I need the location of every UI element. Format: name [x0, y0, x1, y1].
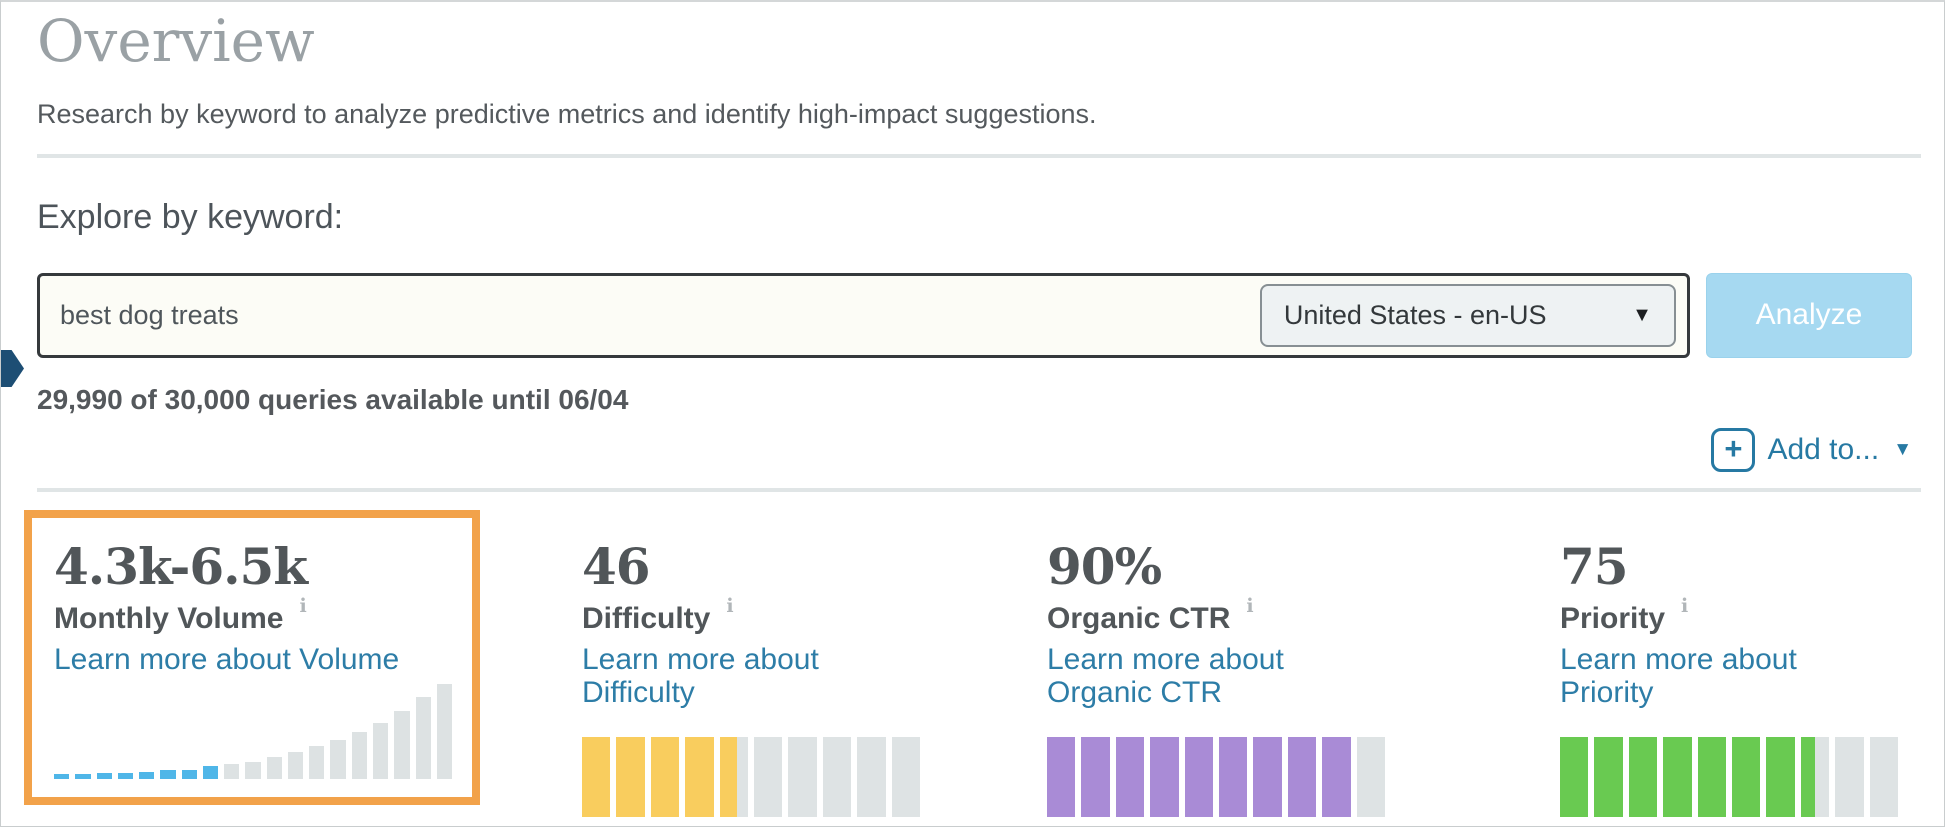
metric-value: 90% [1047, 536, 1162, 596]
info-icon[interactable]: i [299, 594, 307, 617]
metric-label: Organic CTR [1047, 601, 1231, 635]
caret-down-icon: ▼ [1632, 303, 1652, 326]
gauge-segment [1150, 736, 1179, 817]
add-to-button[interactable]: + Add to... ▼ [1711, 427, 1912, 472]
gauge-segment [1047, 736, 1076, 817]
volume-bar [394, 711, 410, 779]
gauge-segment [1835, 736, 1864, 817]
divider [37, 487, 1921, 492]
gauge-segment [1766, 736, 1795, 817]
search-row: United States - en-US ▼ Analyze [37, 272, 1912, 358]
info-icon[interactable]: i [726, 594, 734, 617]
gauge-segment [1253, 736, 1282, 817]
locale-select-value: United States - en-US [1283, 299, 1547, 330]
metric-value: 75 [1560, 536, 1629, 596]
keyword-input[interactable] [40, 299, 1190, 331]
metric-value: 4.3k-6.5k [54, 536, 308, 596]
gauge-segment [1663, 736, 1692, 817]
volume-bar [436, 683, 453, 779]
metrics-row: 4.3k-6.5k Monthly Volume i Learn more ab… [24, 509, 1912, 817]
volume-bar [266, 756, 282, 779]
gauge-segment [1184, 736, 1214, 817]
volume-bar [160, 770, 176, 779]
gauge-segment [1560, 736, 1589, 817]
volume-bar [372, 722, 389, 779]
metric-card-organic-ctr: 90% Organic CTR i Learn more about Organ… [1047, 510, 1386, 817]
add-to-row: + Add to... ▼ [37, 427, 1912, 472]
volume-bar [139, 772, 155, 779]
gauge-segment [1594, 736, 1623, 817]
page-title: Overview [37, 7, 315, 75]
organic-ctr-gauge [1047, 736, 1386, 817]
volume-bar [309, 746, 325, 779]
gauge-segment [891, 736, 921, 817]
volume-bar [75, 773, 91, 779]
gauge-segment [1800, 736, 1830, 817]
info-icon[interactable]: i [1681, 594, 1689, 617]
difficulty-gauge [582, 736, 921, 817]
gauge-segment [685, 736, 714, 817]
caret-down-icon: ▼ [1893, 438, 1912, 460]
page-subtitle: Research by keyword to analyze predictiv… [37, 98, 1097, 129]
keyword-input-box: United States - en-US ▼ [37, 272, 1690, 358]
volume-bar [54, 773, 70, 779]
gauge-segment [719, 736, 749, 817]
volume-bar [224, 764, 240, 779]
add-to-label: Add to... [1767, 432, 1880, 466]
volume-histogram [54, 683, 453, 779]
overview-page: Overview Research by keyword to analyze … [1, 8, 1946, 817]
quota-text: 29,990 of 30,000 queries available until… [37, 383, 629, 415]
gauge-segment [616, 736, 645, 817]
analyze-button[interactable]: Analyze [1705, 272, 1912, 358]
gauge-segment [1697, 736, 1727, 817]
gauge-segment [1869, 736, 1899, 817]
plus-icon: + [1711, 427, 1756, 472]
metric-label: Difficulty [582, 601, 711, 635]
metric-label: Priority [1560, 601, 1666, 635]
metric-card-difficulty: 46 Difficulty i Learn more about Difficu… [582, 510, 921, 817]
gauge-segment [754, 736, 783, 817]
gauge-segment [1287, 736, 1317, 817]
info-icon[interactable]: i [1246, 594, 1254, 617]
volume-bar [351, 732, 367, 779]
learn-more-link[interactable]: Learn more about Difficulty [582, 642, 819, 709]
gauge-segment [1081, 736, 1110, 817]
gauge-segment [822, 736, 852, 817]
gauge-segment [1732, 736, 1761, 817]
gauge-segment [582, 736, 611, 817]
learn-more-link[interactable]: Learn more about Volume [54, 642, 400, 676]
volume-bar [181, 770, 197, 779]
explore-heading: Explore by keyword: [37, 197, 344, 236]
locale-select[interactable]: United States - en-US ▼ [1259, 283, 1676, 347]
metric-card-priority: 75 Priority i Learn more about Priority [1560, 510, 1899, 817]
gauge-segment [1322, 736, 1351, 817]
gauge-segment [1219, 736, 1248, 817]
divider [37, 153, 1921, 158]
volume-bar [245, 761, 261, 779]
volume-bar [330, 739, 346, 779]
volume-bar [287, 752, 304, 779]
gauge-segment [1628, 736, 1658, 817]
gauge-segment [1356, 736, 1386, 817]
volume-bar [415, 697, 431, 779]
gauge-segment [788, 736, 817, 817]
learn-more-link[interactable]: Learn more about Organic CTR [1047, 642, 1284, 709]
learn-more-link[interactable]: Learn more about Priority [1560, 642, 1797, 709]
gauge-segment [1115, 736, 1145, 817]
gauge-segment [650, 736, 680, 817]
priority-gauge [1560, 736, 1899, 817]
metric-value: 46 [582, 536, 651, 596]
volume-bar [96, 773, 112, 779]
metric-card-volume: 4.3k-6.5k Monthly Volume i Learn more ab… [24, 509, 480, 805]
gauge-segment [857, 736, 886, 817]
volume-bar [202, 766, 219, 779]
metric-label: Monthly Volume [54, 601, 284, 635]
volume-bar [117, 773, 134, 779]
